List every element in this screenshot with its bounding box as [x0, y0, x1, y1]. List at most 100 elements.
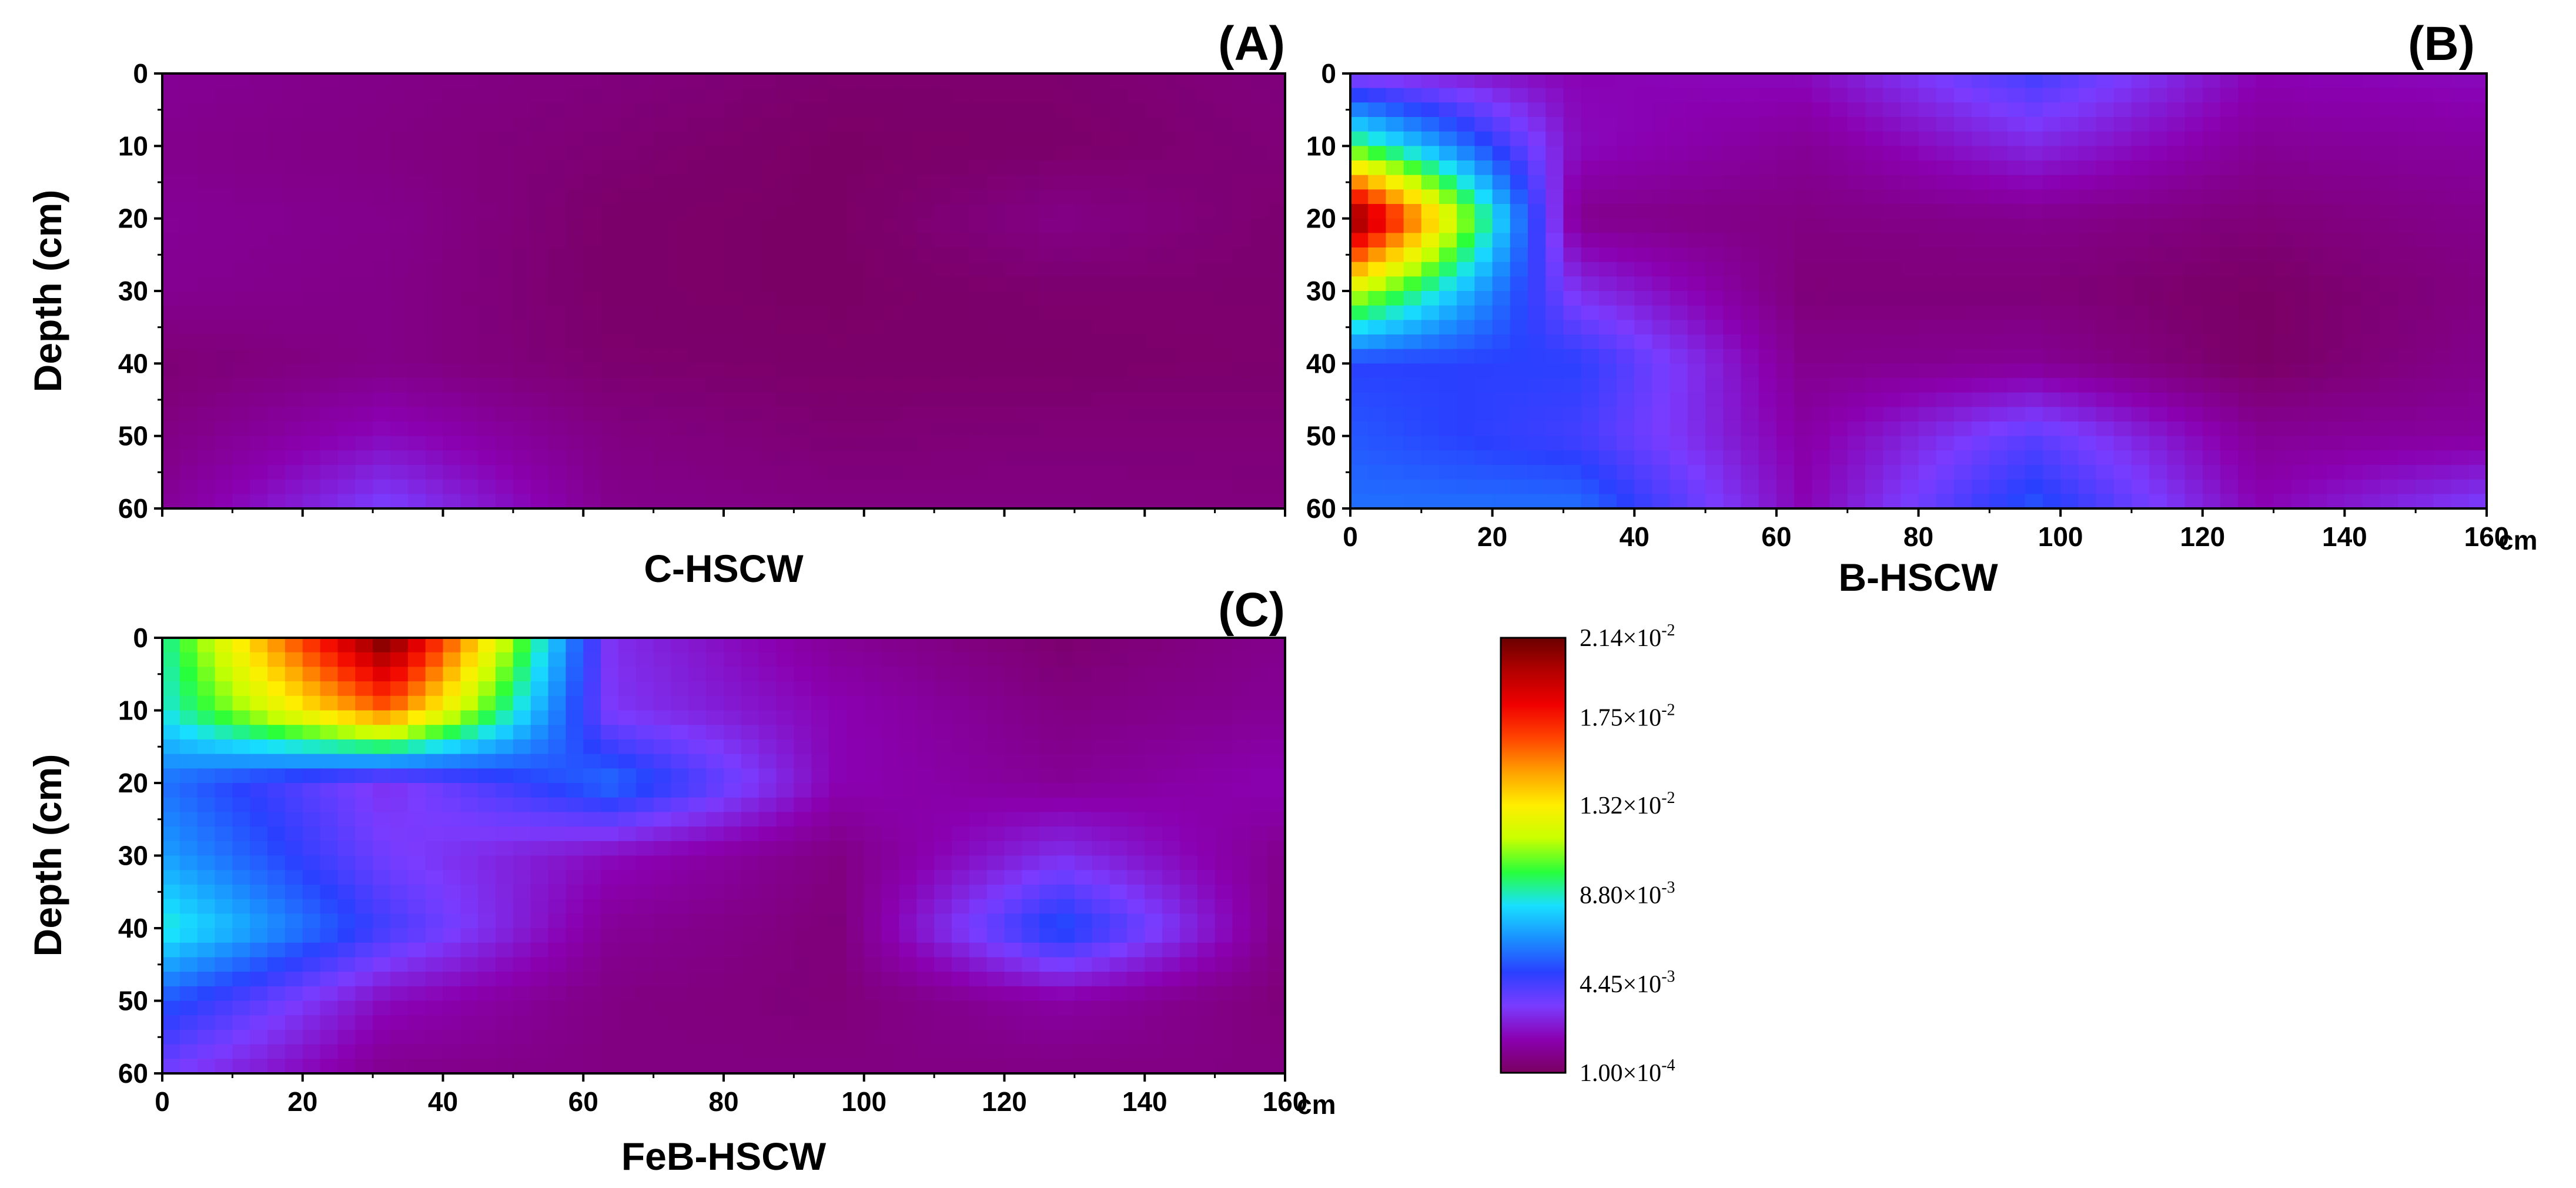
heatmap-cell — [1439, 262, 1458, 277]
heatmap-cell — [969, 131, 988, 147]
heatmap-cell — [2042, 102, 2062, 118]
heatmap-cell — [425, 378, 444, 393]
heatmap-cell — [513, 841, 531, 856]
heatmap-cell — [2362, 320, 2381, 335]
heatmap-cell — [2149, 204, 2168, 219]
heatmap-cell — [1563, 494, 1582, 508]
heatmap-cell — [1918, 407, 1937, 422]
heatmap-cell — [1145, 334, 1163, 350]
heatmap-cell — [337, 421, 356, 437]
heatmap-cell — [1074, 494, 1093, 508]
heatmap-cell — [460, 305, 479, 321]
heatmap-cell — [1250, 349, 1269, 364]
heatmap-cell — [986, 392, 1005, 408]
heatmap-cell — [1847, 262, 1866, 277]
heatmap-cell — [2184, 88, 2203, 103]
heatmap-cell — [460, 160, 479, 176]
heatmap-cell — [688, 320, 707, 335]
heatmap-cell — [320, 102, 339, 118]
heatmap-cell — [1972, 334, 1990, 350]
heatmap-cell — [1439, 291, 1458, 306]
heatmap-cell — [916, 218, 935, 234]
heatmap-cell — [2007, 102, 2026, 118]
heatmap-cell — [267, 88, 286, 103]
heatmap-cell — [635, 117, 654, 132]
heatmap-cell — [1510, 88, 1528, 103]
heatmap-cell — [1403, 421, 1422, 437]
heatmap-cell — [829, 450, 847, 466]
heatmap-cell — [2149, 189, 2168, 205]
heatmap-cell — [320, 233, 339, 248]
heatmap-cell — [1474, 407, 1493, 422]
heatmap-cell — [811, 695, 829, 711]
heatmap-cell — [425, 479, 444, 495]
heatmap-cell — [1439, 421, 1458, 437]
heatmap-cell — [1972, 494, 1990, 508]
heatmap-cell — [1670, 131, 1688, 147]
heatmap-cell — [724, 652, 742, 668]
heatmap-cell — [864, 479, 882, 495]
heatmap-cell — [2309, 88, 2328, 103]
heatmap-cell — [215, 855, 233, 871]
heatmap-cell — [179, 812, 198, 827]
heatmap-cell — [1457, 392, 1476, 408]
heatmap-cell — [1918, 131, 1937, 147]
heatmap-cell — [285, 826, 303, 842]
heatmap-cell — [373, 725, 391, 740]
heatmap-cell — [1528, 88, 1547, 103]
heatmap-cell — [688, 465, 707, 480]
heatmap-cell — [320, 175, 339, 190]
heatmap-cell — [179, 652, 198, 668]
heatmap-cell — [1004, 695, 1023, 711]
heatmap-cell — [1563, 305, 1582, 321]
heatmap-cell — [2060, 407, 2079, 422]
heatmap-cell — [653, 494, 672, 508]
heatmap-cell — [2113, 73, 2132, 89]
heatmap-cell — [671, 117, 690, 132]
heatmap-cell — [846, 754, 865, 769]
heatmap-cell — [1004, 421, 1023, 437]
heatmap-cell — [794, 73, 812, 89]
heatmap-cell — [1232, 667, 1251, 682]
heatmap-cell — [601, 768, 619, 784]
heatmap-cell — [460, 291, 479, 306]
heatmap-cell — [1022, 189, 1041, 205]
heatmap-cell — [285, 652, 303, 668]
heatmap-cell — [653, 465, 672, 480]
heatmap-cell — [530, 667, 549, 682]
heatmap-cell — [390, 695, 409, 711]
heatmap-cell — [548, 334, 567, 350]
heatmap-cell — [1723, 204, 1742, 219]
heatmap-cell — [2327, 189, 2346, 205]
heatmap-cell — [688, 175, 707, 190]
heatmap-cell — [1758, 436, 1777, 451]
heatmap-cell — [2096, 102, 2115, 118]
heatmap-cell — [2025, 407, 2043, 422]
heatmap-cell — [530, 146, 549, 161]
heatmap-cell — [390, 247, 409, 263]
heatmap-cell — [969, 88, 988, 103]
heatmap-cell — [373, 175, 391, 190]
heatmap-cell — [197, 725, 216, 740]
heatmap-cell — [2060, 276, 2079, 292]
heatmap-cell — [1617, 494, 1635, 508]
heatmap-cell — [1250, 204, 1269, 219]
heatmap-cell — [548, 131, 567, 147]
heatmap-cell — [1267, 363, 1285, 379]
heatmap-cell — [1197, 855, 1216, 871]
heatmap-cell — [355, 754, 374, 769]
heatmap-cell — [530, 739, 549, 755]
heatmap-cell — [829, 421, 847, 437]
heatmap-cell — [460, 841, 479, 856]
heatmap-cell — [1492, 204, 1511, 219]
heatmap-cell — [794, 305, 812, 321]
heatmap-cell — [1232, 378, 1251, 393]
heatmap-cell — [285, 218, 303, 234]
heatmap-cell — [2291, 233, 2310, 248]
heatmap-cell — [2433, 465, 2452, 480]
heatmap-cell — [864, 681, 882, 697]
heatmap-cell — [2184, 349, 2203, 364]
heatmap-cell — [1989, 378, 2008, 393]
heatmap-cell — [2202, 479, 2221, 495]
heatmap-cell — [302, 320, 321, 335]
